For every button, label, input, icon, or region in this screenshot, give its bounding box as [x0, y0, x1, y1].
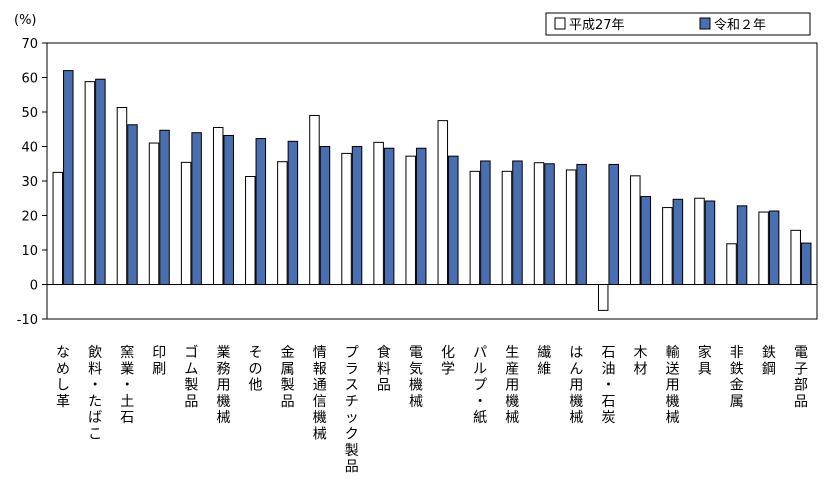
- category-label: 業務用機械: [216, 345, 230, 426]
- category-label: 家具: [698, 344, 712, 377]
- y-axis: -10 0 10 20 30 40 50 60 70: [17, 37, 47, 328]
- bar-h27: [180, 161, 192, 285]
- bar-r2: [255, 138, 267, 285]
- bar-r2: [672, 198, 684, 285]
- bar-h27: [630, 175, 641, 285]
- bar-r2: [191, 132, 202, 285]
- bar-h27: [790, 229, 801, 286]
- bar-h27: [405, 155, 416, 285]
- category-label: 電気機械: [409, 345, 423, 410]
- legend-box: [545, 12, 811, 36]
- category-label: なめし革: [56, 345, 70, 410]
- y-tick-label: 50: [21, 106, 38, 121]
- bar-r2: [287, 140, 299, 285]
- bar-h27: [52, 171, 64, 285]
- category-label: 飲料・たばこ: [88, 345, 102, 443]
- y-tick-label: 60: [21, 72, 38, 87]
- bar-r2: [415, 147, 427, 285]
- legend-label-r2: 令和２年: [714, 18, 766, 33]
- bar-r2: [800, 242, 812, 286]
- legend-label-h27: 平成27年: [569, 18, 625, 33]
- category-label: 生産用機械: [505, 345, 519, 426]
- bar-h27: [662, 207, 673, 285]
- bar-h27: [212, 127, 224, 286]
- bar-h27: [116, 107, 128, 285]
- bar-r2: [768, 210, 780, 285]
- category-label: 印刷: [152, 345, 166, 377]
- bar-r2: [351, 146, 363, 285]
- bar-h27: [437, 120, 449, 285]
- category-label: 鉄鋼: [762, 345, 776, 377]
- category-label: 輸送用機械: [666, 345, 680, 426]
- bar-h27: [245, 176, 256, 285]
- category-label: 非鉄金属: [730, 345, 744, 410]
- category-label: その他: [249, 345, 263, 394]
- category-label: 金属製品: [281, 345, 295, 410]
- bar-r2: [159, 129, 170, 285]
- bar-r2: [63, 70, 74, 285]
- bar-r2: [480, 160, 491, 286]
- category-label: 情報通信機械: [313, 345, 327, 443]
- bar-h27: [533, 162, 545, 285]
- category-label: 石油・石炭: [601, 345, 615, 426]
- bar-r2: [319, 146, 331, 285]
- bar-h27: [758, 211, 769, 285]
- category-label: ゴム製品: [184, 344, 198, 410]
- bar-h27: [694, 197, 705, 285]
- y-unit-label: (%): [14, 13, 37, 28]
- y-tick-label: 20: [21, 210, 38, 225]
- bar-r2: [127, 124, 138, 285]
- bar-h27: [309, 114, 320, 285]
- category-label: 木材: [634, 345, 648, 377]
- bar-h27: [277, 161, 288, 285]
- category-label: 化学: [441, 345, 455, 377]
- y-tick-label: 30: [21, 175, 38, 190]
- bar-h27: [148, 142, 160, 285]
- category-label: 窯業・土石: [120, 344, 134, 426]
- bar-h27: [373, 141, 384, 285]
- legend: 平成27年 令和２年: [545, 12, 811, 36]
- bar-r2: [544, 163, 555, 285]
- category-labels: なめし革 飲料・たばこ 窯業・土石 印刷 ゴム製品 業務用機械 その他 金属製品 情報通信機械 プ…: [56, 344, 808, 475]
- bar-r2: [640, 196, 652, 285]
- y-tick-label: 40: [21, 141, 38, 156]
- bar-r2: [448, 155, 459, 285]
- bar-h27: [597, 284, 609, 311]
- bar-h27: [726, 243, 737, 285]
- y-tick-label: 70: [21, 37, 38, 52]
- bar-r2: [223, 134, 234, 285]
- bar-h27: [469, 170, 481, 285]
- bar-h27: [84, 81, 96, 285]
- category-label: はん用機械: [569, 345, 583, 426]
- bar-r2: [704, 200, 716, 285]
- y-tick-label: 0: [30, 279, 38, 294]
- category-label: 電子部品: [794, 345, 808, 410]
- bar-r2: [383, 147, 395, 285]
- y-tick-label: 10: [21, 244, 38, 259]
- bar-h27: [501, 170, 513, 285]
- bar-r2: [736, 205, 748, 285]
- bar-r2: [512, 160, 523, 286]
- category-label: パルプ・紙: [473, 345, 487, 426]
- bar-r2: [608, 163, 619, 285]
- bar-r2: [95, 78, 106, 285]
- category-label: 食料品: [377, 344, 391, 394]
- bars: [52, 70, 812, 311]
- category-label: 繊維: [537, 345, 551, 377]
- bar-r2: [576, 163, 587, 285]
- bar-h27: [341, 152, 352, 285]
- y-tick-label: -10: [17, 313, 38, 328]
- bar-h27: [565, 169, 577, 286]
- legend-swatch-h27: [554, 17, 566, 30]
- category-label: プラスチック製品: [345, 345, 359, 475]
- legend-swatch-r2: [699, 17, 711, 30]
